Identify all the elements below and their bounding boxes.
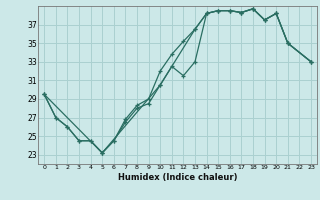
X-axis label: Humidex (Indice chaleur): Humidex (Indice chaleur)	[118, 173, 237, 182]
